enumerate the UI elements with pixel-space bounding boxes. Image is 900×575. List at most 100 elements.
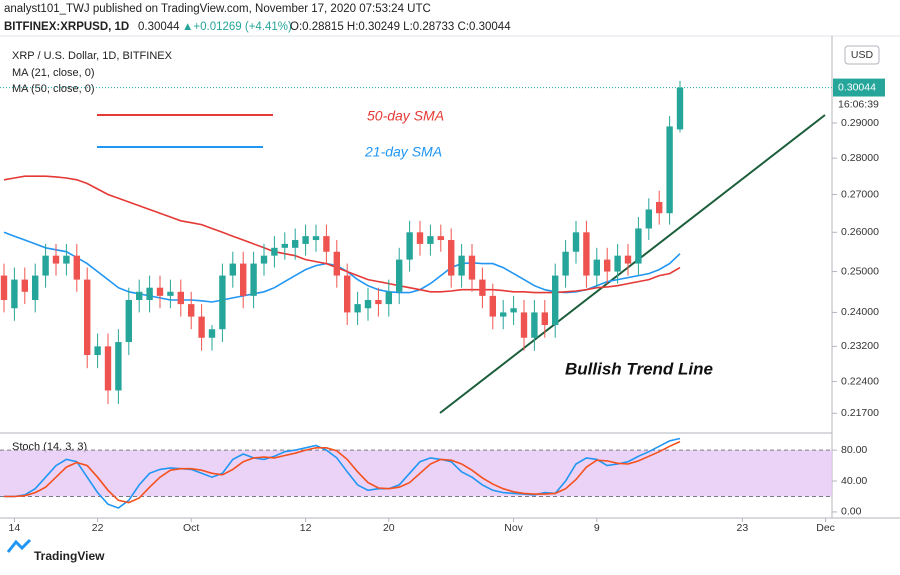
- candle-body: [614, 255, 621, 272]
- candle-body: [583, 232, 590, 276]
- line-series: [3, 175, 681, 294]
- line-series: [4, 437, 681, 509]
- annotation: 21-day SMA: [364, 144, 442, 160]
- trend-line: [439, 114, 826, 414]
- currency: USD: [851, 49, 874, 61]
- candle-body: [11, 279, 18, 309]
- candle-body: [676, 87, 684, 130]
- line-series: [4, 440, 681, 504]
- ohlc: O:0.28815 H:0.30249 L:0.28733 C:0.30044: [290, 21, 511, 33]
- candle-body: [333, 251, 340, 276]
- candle-body: [385, 291, 392, 305]
- candle-body: [427, 236, 434, 244]
- candle-body: [344, 275, 351, 313]
- candle-body: [21, 279, 28, 292]
- candle-body: [219, 275, 226, 330]
- last-price: 0.30044: [838, 81, 876, 93]
- x-tick-label: 12: [300, 522, 312, 534]
- y-tick-label: 0.29000: [841, 117, 879, 129]
- candle-body: [146, 287, 153, 300]
- x-tick-label: 20: [383, 522, 395, 534]
- legend-entry: MA (21, close, 0): [12, 67, 95, 79]
- candle-body: [562, 251, 569, 276]
- y-tick-label: 0.00: [841, 506, 862, 518]
- candle-body: [177, 291, 184, 305]
- candle-body: [468, 255, 476, 280]
- x-tick-label: Nov: [504, 522, 523, 534]
- candle-body: [396, 259, 403, 292]
- candle-body: [364, 299, 372, 309]
- annotation: 50-day SMA: [367, 108, 444, 124]
- y-tick-label: 0.22400: [841, 375, 879, 387]
- candle-body: [198, 316, 205, 338]
- y-tick-label: 40.00: [841, 475, 867, 487]
- y-tick-label: 0.27000: [841, 188, 879, 200]
- change: ▲+0.01269 (+4.41%): [182, 21, 292, 33]
- candle-body: [437, 236, 444, 241]
- y-tick-label: 0.25000: [841, 265, 879, 277]
- candle-body: [188, 304, 195, 317]
- candle-body: [323, 236, 330, 252]
- candle-body: [624, 255, 632, 264]
- logo: [6, 538, 32, 553]
- candle-body: [520, 312, 528, 338]
- x-tick-label: 9: [594, 522, 600, 534]
- chart-title: XRP / U.S. Dollar, 1D, BITFINEX: [12, 50, 173, 62]
- candle-body: [84, 279, 91, 356]
- candle-body: [635, 228, 642, 264]
- brand: TradingView: [34, 549, 105, 563]
- y-tick-label: 0.21700: [841, 407, 879, 419]
- candle-body: [302, 236, 309, 244]
- y-tick-label: 0.28000: [841, 152, 879, 164]
- candle-body: [42, 255, 49, 276]
- x-tick-label: Oct: [183, 522, 199, 534]
- candle-body: [271, 247, 278, 256]
- y-tick-label: 80.00: [841, 444, 867, 456]
- candle-body: [94, 346, 101, 356]
- countdown-box: [833, 96, 885, 113]
- x-tick-label: 14: [9, 522, 21, 534]
- candle-body: [448, 240, 455, 276]
- countdown: 16:06:39: [838, 98, 879, 110]
- candle-body: [593, 259, 600, 276]
- candle-body: [416, 232, 424, 244]
- candle-body: [260, 255, 268, 264]
- candle-body: [229, 263, 236, 276]
- candle-body: [510, 308, 517, 313]
- candle-body: [281, 243, 288, 248]
- candle-body: [479, 279, 486, 296]
- y-tick-label: 0.23200: [841, 340, 879, 352]
- candle-body: [552, 275, 559, 326]
- candle-body: [125, 299, 132, 343]
- price: 0.30044: [138, 21, 180, 33]
- level-band: [0, 450, 832, 497]
- currency-box: [844, 45, 880, 65]
- candle-body: [136, 291, 143, 300]
- y-tick-label: 0.26000: [841, 226, 879, 238]
- candle-body: [645, 209, 652, 229]
- candle-body: [604, 259, 611, 272]
- candle-body: [666, 126, 673, 214]
- candle-body: [0, 275, 8, 300]
- candle-body: [32, 275, 39, 300]
- candle-body: [458, 255, 465, 276]
- candle-body: [73, 255, 80, 280]
- candle-body: [541, 312, 548, 326]
- last-price-box: [833, 78, 885, 97]
- candle-body: [312, 236, 320, 241]
- candle-body: [250, 263, 257, 296]
- candle-body: [406, 232, 413, 260]
- candle-body: [500, 312, 507, 317]
- candle-body: [489, 295, 496, 317]
- candle-body: [531, 312, 538, 338]
- candle-body: [156, 287, 164, 296]
- candle-body: [208, 329, 216, 338]
- candle-body: [240, 263, 247, 296]
- candle-body: [572, 232, 580, 252]
- legend-entry: MA (50, close, 0): [12, 83, 95, 95]
- symbol: BITFINEX:XRPUSD, 1D: [4, 21, 129, 33]
- candle-body: [354, 304, 361, 313]
- y-tick-label: 0.24000: [841, 306, 879, 318]
- candle-body: [292, 240, 299, 248]
